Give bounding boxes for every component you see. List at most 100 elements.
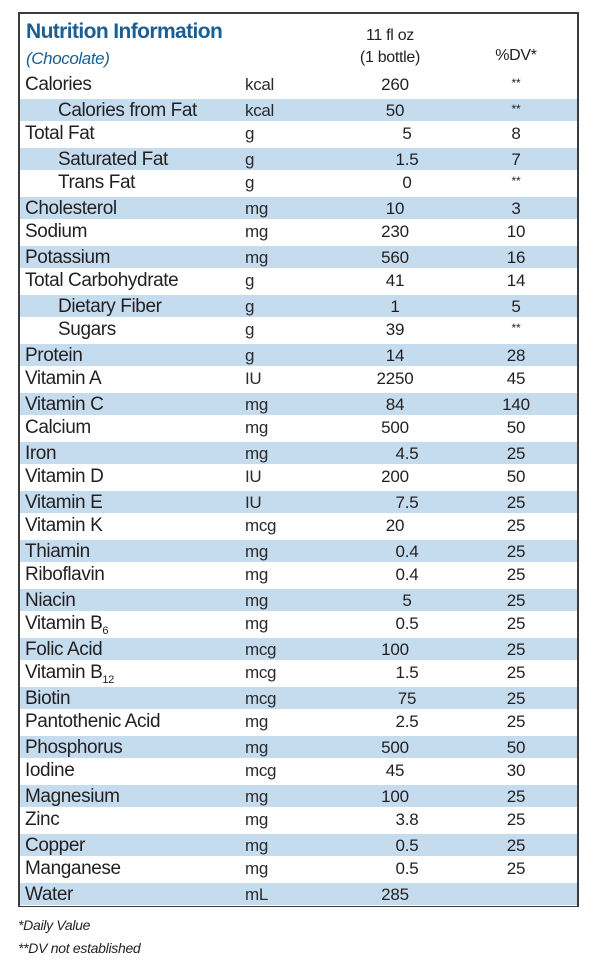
nutrient-name: Total Fat [25, 122, 95, 146]
flavor-subtitle: (Chocolate) [26, 49, 110, 68]
nutrient-row: Iodine mcg 45 30 [20, 759, 577, 784]
nutrient-name: Sodium [25, 220, 87, 244]
nutrient-name-text: Biotin [25, 687, 71, 709]
nutrient-unit: mcg [245, 663, 277, 682]
nutrient-name: Iodine [25, 759, 75, 783]
nutrient-name-text: Niacin [25, 589, 76, 611]
nutrient-daily-value: 50 [506, 737, 526, 757]
nutrient-amount: 84 [385, 394, 405, 414]
nutrient-amount: 2250 [376, 369, 414, 388]
nutrient-name: Iron [25, 442, 57, 466]
nutrient-name: Calcium [25, 416, 91, 440]
nutrient-name: Potassium [25, 246, 111, 270]
nutrient-row: Protein g 14 28 [20, 342, 577, 367]
nutrient-unit: g [245, 345, 255, 365]
nutrient-name-text: Calories [25, 74, 92, 95]
nutrient-name: Vitamin D [25, 465, 104, 489]
nutrient-name-text: Trans Fat [58, 172, 135, 193]
nutrient-daily-value: 3 [511, 198, 521, 218]
nutrient-name: Calories [25, 73, 92, 97]
nutrient-daily-value: 25 [506, 541, 526, 561]
nutrient-amount: 0.5 [395, 614, 419, 633]
nutrient-daily-value: 25 [506, 614, 526, 633]
nutrient-unit: g [245, 124, 255, 143]
nutrient-row: Calories from Fat kcal 50 ** [20, 97, 577, 122]
nutrient-daily-value: 8 [511, 124, 521, 143]
nutrient-name-text: Zinc [25, 809, 60, 830]
nutrient-name: Vitamin C [25, 393, 104, 417]
nutrient-row: Iron mg 4.5 25 [20, 440, 577, 466]
nutrient-row: Water mL 285 [20, 881, 577, 907]
nutrient-daily-value: 28 [506, 345, 526, 365]
nutrient-name-text: Sugars [58, 319, 116, 340]
nutrient-row: Folic Acid mcg 100 25 [20, 636, 577, 662]
nutrient-amount: 75 [397, 688, 417, 708]
nutrient-amount: 5 [402, 590, 412, 610]
nutrient-name: Vitamin K [25, 514, 103, 538]
nutrient-unit: IU [245, 369, 262, 388]
nutrient-row: Vitamin B12 mcg 1.5 25 [20, 661, 577, 686]
nutrient-row: Riboflavin mg 0.4 25 [20, 563, 577, 588]
nutrient-daily-value: 50 [506, 418, 526, 437]
nutrient-name-text: Vitamin D [25, 466, 104, 487]
nutrient-amount: 20 [385, 516, 405, 535]
nutrient-name-text: Vitamin E [25, 491, 103, 513]
nutrient-row: Vitamin E IU 7.5 25 [20, 489, 577, 514]
nutrient-unit: mcg [245, 761, 277, 780]
nutrient-unit: mcg [245, 516, 277, 535]
nutrient-name: Copper [25, 834, 85, 858]
nutrient-name-text: Sodium [25, 221, 88, 242]
nutrient-name: Folic Acid [25, 638, 103, 662]
nutrient-name: Phosphorus [25, 736, 123, 760]
nutrient-unit: mg [245, 418, 269, 437]
nutrient-name: Cholesterol [25, 197, 117, 221]
nutrient-name: Manganese [25, 857, 121, 881]
nutrient-unit: mg [245, 590, 269, 610]
nutrient-name: Water [25, 883, 73, 907]
nutrient-row: Biotin mcg 75 25 [20, 685, 577, 710]
nutrient-row: Phosphorus mg 500 50 [20, 734, 577, 760]
nutrient-daily-value: 45 [506, 369, 526, 388]
nutrient-name: Sugars [58, 318, 116, 342]
nutrient-name-text: Protein [25, 344, 83, 366]
nutrient-amount: 200 [381, 467, 409, 486]
nutrient-name-subscript: 12 [102, 674, 114, 686]
nutrient-row: Total Carbohydrate g 41 14 [20, 269, 577, 294]
footnote-daily-value: *Daily Value [18, 917, 91, 933]
nutrient-name-text: Cholesterol [25, 197, 117, 219]
nutrient-row: Vitamin D IU 200 50 [20, 465, 577, 490]
nutrient-amount: 285 [381, 884, 409, 904]
nutrient-amount: 14 [385, 345, 405, 365]
nutrient-unit: g [245, 149, 255, 169]
nutrient-unit: mg [245, 786, 269, 806]
nutrient-row: Magnesium mg 100 25 [20, 783, 577, 808]
nutrient-daily-value: 50 [506, 467, 526, 486]
nutrient-row: Thiamin mg 0.4 25 [20, 538, 577, 563]
nutrient-row: Calcium mg 500 50 [20, 416, 577, 441]
nutrient-daily-value: 140 [502, 394, 530, 414]
nutrient-daily-value: 7 [511, 149, 521, 169]
nutrient-name-text: Vitamin K [25, 515, 103, 536]
nutrient-name-text: Magnesium [25, 785, 120, 807]
nutrient-name-text: Vitamin A [25, 368, 102, 389]
nutrient-row: Potassium mg 560 16 [20, 244, 577, 270]
nutrient-amount: 2.5 [395, 712, 419, 731]
nutrient-name-text: Vitamin B [25, 662, 103, 683]
nutrient-amount: 0.5 [395, 859, 419, 878]
nutrient-unit: mg [245, 222, 269, 241]
nutrient-unit: mg [245, 614, 269, 633]
nutrient-daily-value: 25 [506, 663, 526, 682]
nutrient-unit: g [245, 320, 255, 339]
nutrient-daily-value: 25 [506, 688, 526, 708]
nutrient-name-text: Water [25, 883, 73, 905]
nutrient-name: Vitamin A [25, 367, 102, 391]
nutrient-amount: 0 [402, 173, 412, 192]
nutrient-daily-value: 16 [506, 247, 526, 267]
nutrient-row: Manganese mg 0.5 25 [20, 857, 577, 882]
nutrient-unit: mcg [245, 639, 277, 659]
nutrient-daily-value: 14 [506, 271, 526, 290]
nutrient-amount: 39 [385, 320, 405, 339]
nutrient-name: Vitamin B6 [25, 612, 108, 637]
nutrient-name-text: Calories from Fat [58, 99, 197, 121]
nutrition-panel: Nutrition Information (Chocolate) 11 fl … [18, 12, 579, 907]
